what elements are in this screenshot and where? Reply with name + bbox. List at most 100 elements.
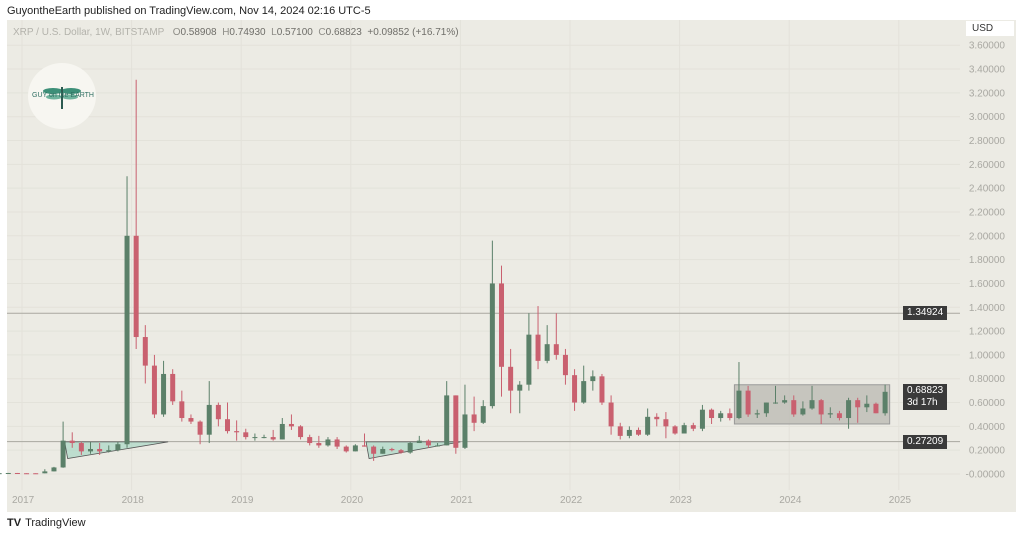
candle-body (699, 409, 705, 429)
candle-body (371, 446, 377, 454)
y-tick-label: 2.40000 (969, 184, 1006, 195)
candle-body (718, 413, 724, 419)
candle-body (791, 400, 797, 415)
candle-body (727, 413, 733, 419)
change-value: +0.09852 (+16.71%) (367, 27, 459, 38)
candle-body (197, 421, 203, 435)
candle-body (170, 373, 176, 402)
level-badge-upper-value: 1.34924 (907, 307, 944, 319)
candle-body (636, 429, 641, 435)
candle-body (535, 334, 541, 361)
brand-name: TradingView (25, 517, 86, 529)
candle-body (818, 400, 824, 415)
candle-body (581, 381, 587, 403)
candle-body (453, 395, 459, 448)
candle-body (298, 426, 304, 438)
candle-body (288, 423, 294, 427)
candle-body (151, 365, 157, 415)
level-badge-lower: 0.27209 (903, 434, 948, 449)
candle-body (827, 413, 833, 415)
candle-body (544, 344, 550, 361)
candle-body (42, 471, 48, 474)
tradingview-logo-icon: TV (7, 517, 22, 529)
candle-body (362, 445, 367, 447)
candle-body (782, 400, 788, 403)
candle-body (161, 373, 167, 415)
y-tick-label: 3.20000 (969, 88, 1006, 99)
guy-on-the-earth-logo: GUY on the EARTH (28, 63, 96, 129)
candle-body (252, 437, 258, 439)
y-tick-label: 1.60000 (969, 279, 1006, 290)
y-tick-label: 2.20000 (969, 207, 1006, 218)
candle-body (599, 376, 605, 403)
candle-body (499, 283, 504, 367)
y-tick-label: 1.20000 (969, 327, 1006, 338)
candle-body (188, 418, 194, 422)
candle-body (69, 440, 75, 444)
candle-body (234, 431, 240, 433)
candle-body (626, 429, 632, 436)
candle-body (654, 416, 660, 420)
grid (7, 20, 960, 490)
high-label: H (222, 27, 230, 38)
y-tick-label: 1.40000 (969, 303, 1006, 314)
candle-body (608, 402, 614, 427)
candle-body (206, 404, 212, 435)
countdown: 3d 17h (907, 397, 938, 409)
candle-body (60, 440, 66, 468)
candle-body (864, 403, 870, 408)
candle-body (106, 450, 112, 452)
candle-body (261, 437, 267, 439)
open-label: O (172, 27, 181, 38)
x-tick-label: 2023 (670, 495, 693, 506)
candle-body (325, 439, 331, 446)
candle-body (279, 423, 285, 440)
y-tick-label: 1.80000 (969, 255, 1006, 266)
chart-panel[interactable] (7, 20, 1016, 512)
y-tick-label: 3.00000 (969, 112, 1006, 123)
candle-body (316, 443, 322, 446)
x-tick-label: 2019 (231, 495, 254, 506)
candle-body (51, 467, 57, 472)
candle-body (352, 445, 358, 452)
candle-body (425, 440, 431, 446)
candle-body (855, 400, 861, 408)
published-caption: GuyontheEarth published on TradingView.c… (7, 5, 371, 17)
candle-body (480, 406, 486, 423)
low-value: 0.57100 (276, 27, 313, 38)
candle-body (133, 235, 139, 338)
candle-body (645, 416, 651, 435)
y-tick-label: 3.60000 (969, 41, 1006, 52)
candles (0, 79, 888, 475)
candle-body (33, 473, 39, 475)
candle-body (24, 473, 30, 475)
symbol-legend: XRP / U.S. Dollar, 1W, BITSTAMP O0.58908… (13, 27, 459, 38)
logo-text: GUY on the EARTH (32, 92, 94, 99)
candle-body (672, 426, 678, 434)
currency-selector[interactable]: USD (966, 21, 1014, 36)
y-tick-label: 0.40000 (969, 422, 1006, 433)
candle-body (836, 413, 842, 419)
candle-body (88, 448, 93, 452)
candle-body (97, 448, 103, 452)
candle-body (736, 390, 742, 419)
candle-body (380, 448, 386, 454)
time-axis: 2017 2018 2019 2020 2021 2022 2023 2024 2025 (12, 495, 911, 506)
y-tick-label: -0.00000 (966, 470, 1006, 481)
x-tick-label: 2017 (12, 495, 35, 506)
level-badge-lower-value: 0.27209 (907, 435, 944, 447)
open-value: 0.58908 (180, 27, 217, 38)
symbol-name[interactable]: XRP / U.S. Dollar, 1W, BITSTAMP (13, 27, 165, 38)
candle-body (526, 334, 532, 385)
close-value: 0.68823 (325, 27, 362, 38)
candle-body (215, 404, 221, 420)
x-tick-label: 2021 (450, 495, 473, 506)
high-value: 0.74930 (229, 27, 266, 38)
candle-body (435, 445, 441, 447)
candle-body (78, 443, 84, 452)
tradingview-brand[interactable]: TV TradingView (7, 517, 86, 529)
candle-body (462, 414, 468, 448)
candle-body (553, 344, 559, 355)
candle-body (14, 472, 20, 474)
